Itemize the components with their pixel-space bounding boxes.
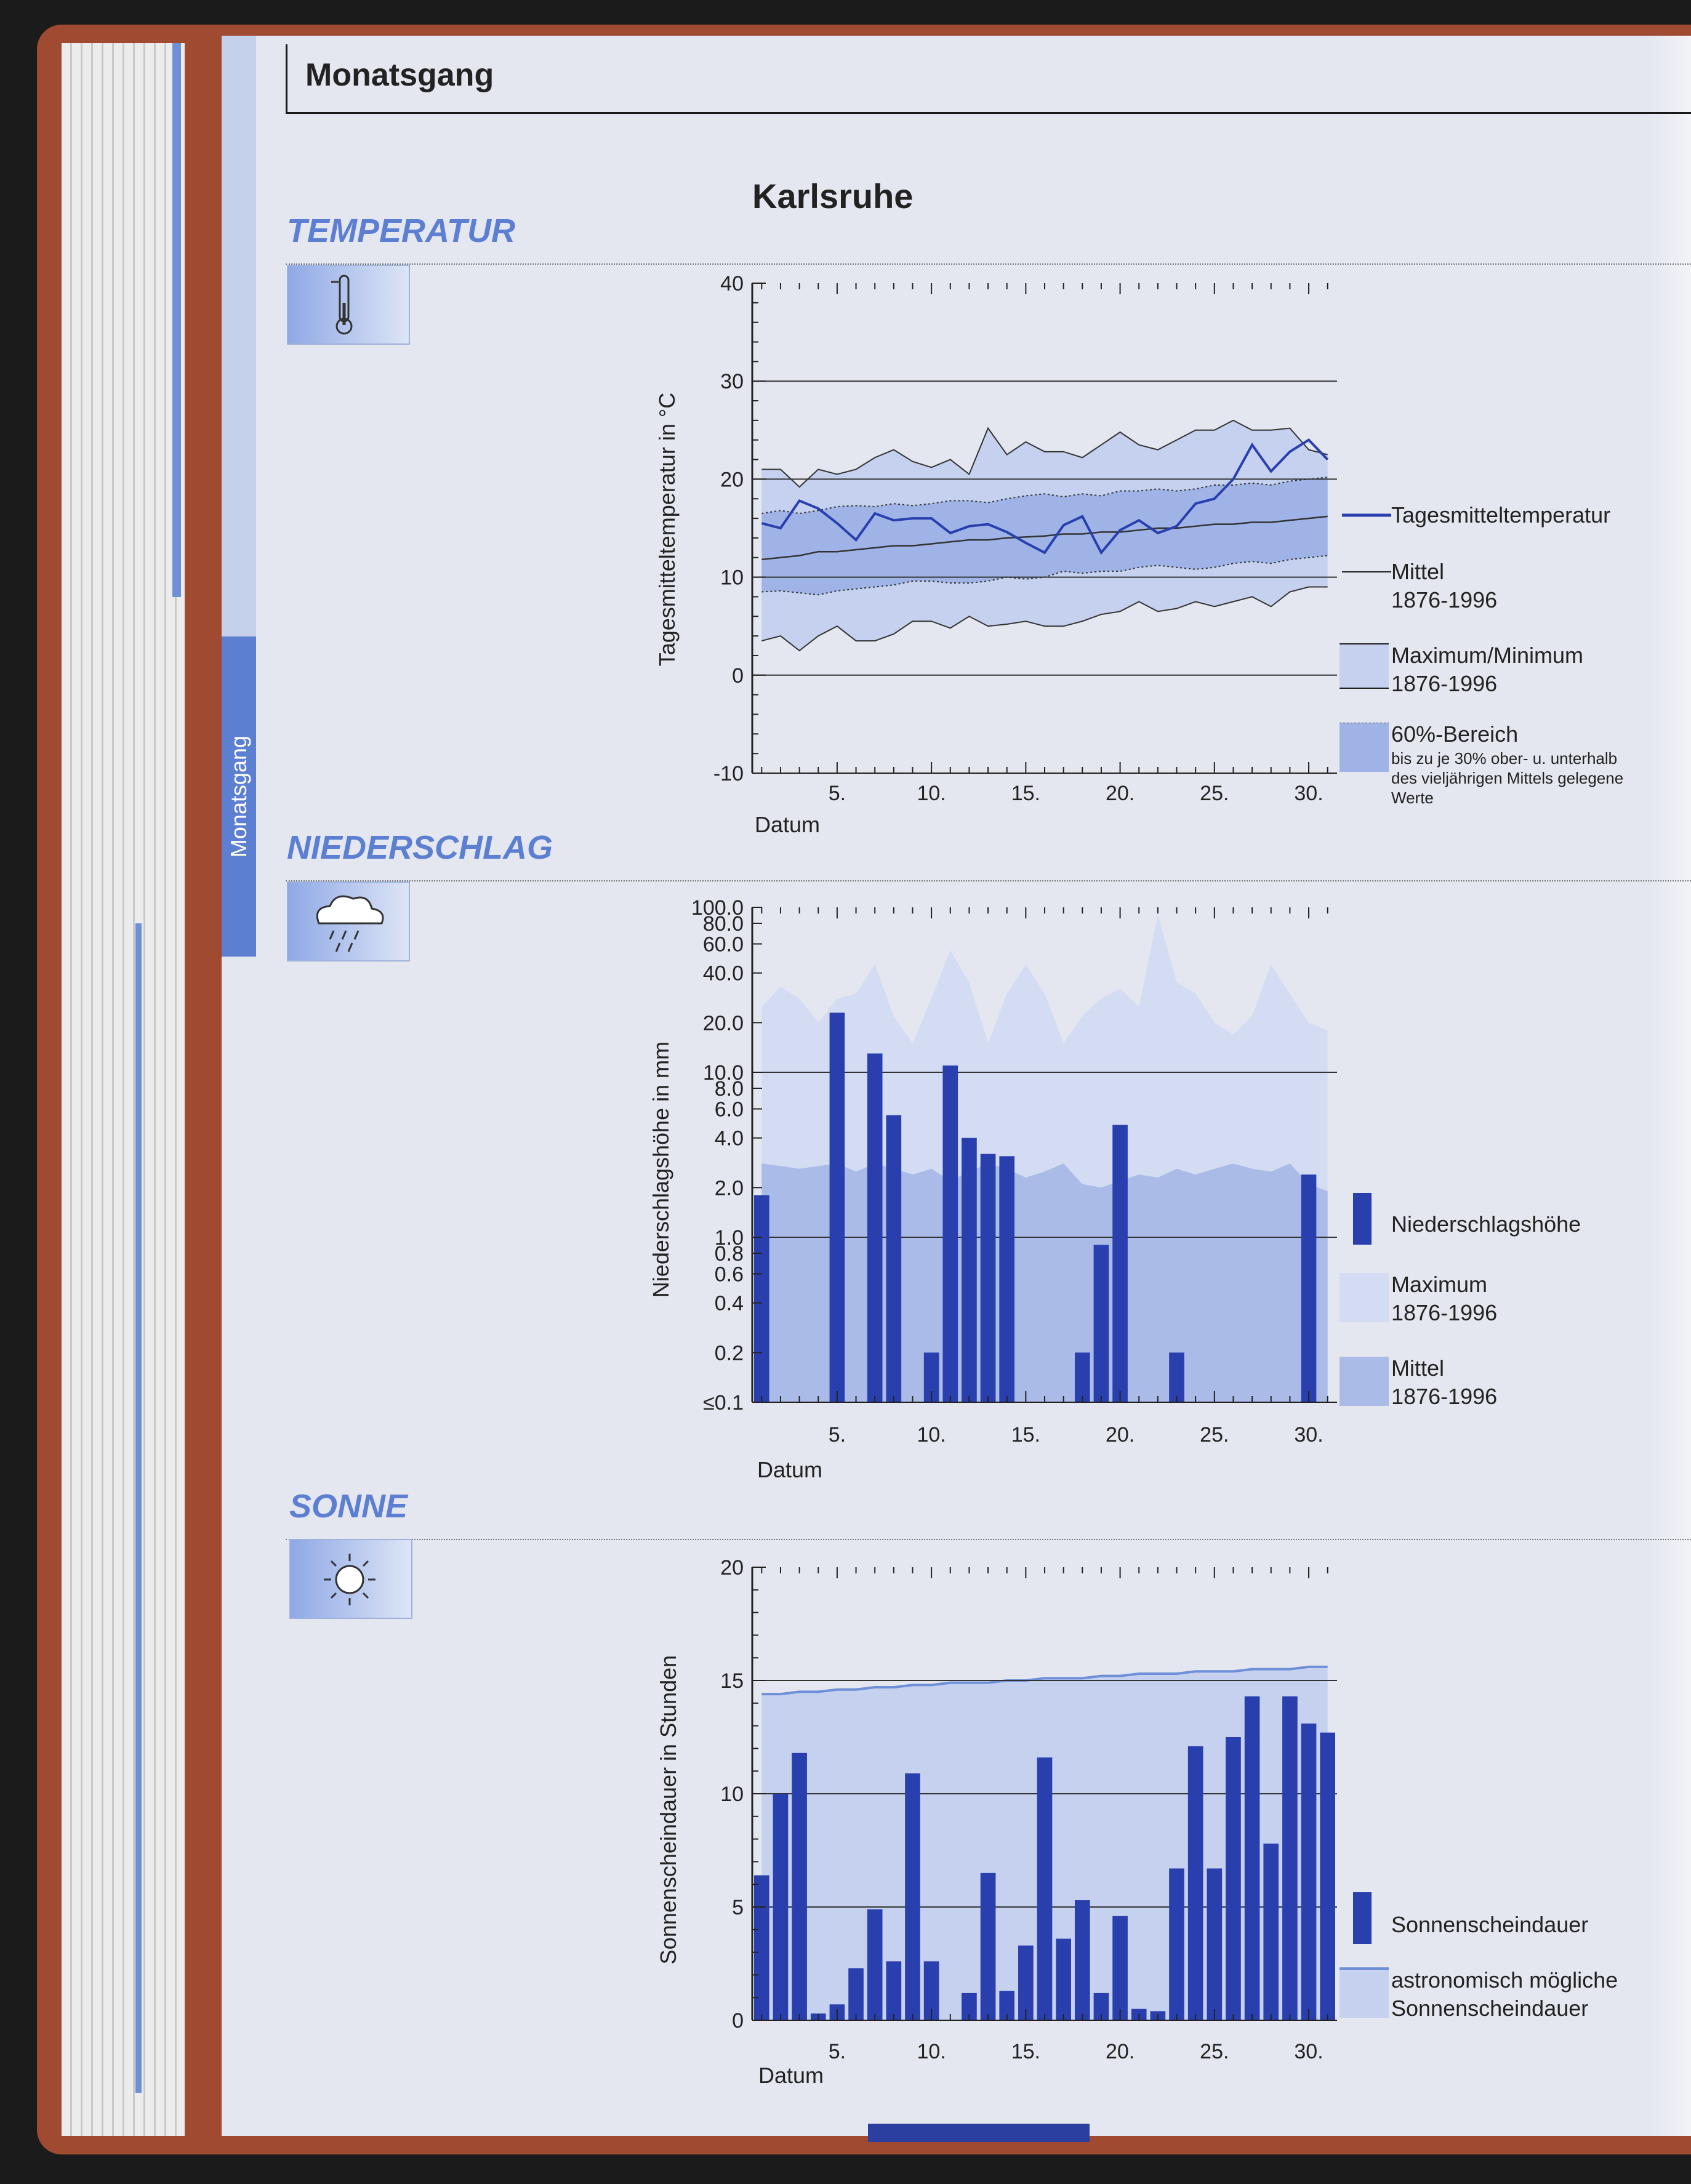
- legend-sub: 1876-1996: [1391, 671, 1498, 696]
- legend-precip-mean: Mittel 1876-1996: [1340, 1354, 1498, 1411]
- side-strip: [222, 36, 256, 636]
- legend-precip-max: Maximum 1876-1996: [1340, 1271, 1498, 1327]
- legend-label: Tagesmitteltemperatur: [1391, 502, 1611, 528]
- section-divider: [286, 880, 1691, 881]
- legend-temperature-daily: Tagesmitteltemperatur: [1342, 501, 1611, 529]
- station-title: Karlsruhe: [752, 177, 914, 215]
- legend-label: 60%-Bereich: [1391, 721, 1519, 747]
- legend-temperature-mean: Mittel 1876-1996: [1342, 558, 1498, 614]
- legend-note: des vieljährigen Mittels gelegene: [1391, 769, 1624, 787]
- legend-label: Sonnenscheindauer: [1391, 1912, 1589, 1937]
- legend-label: Niederschlagshöhe: [1391, 1211, 1581, 1237]
- legend-temperature-maxmin: Maximum/Minimum 1876-1996: [1340, 641, 1584, 698]
- header-rule: [286, 44, 1691, 114]
- register-tab: [135, 923, 142, 2093]
- section-title-sun: SONNE: [289, 1488, 408, 1525]
- page: Monatsgang Monatsgang Karlsruhe TEMPERAT…: [222, 36, 1691, 2142]
- side-tab-label: Monatsgang: [226, 735, 251, 858]
- legend-sub: Sonnenscheindauer: [1391, 1996, 1589, 2021]
- page-title: Monatsgang: [305, 57, 494, 93]
- legend-label: Maximum: [1391, 1272, 1488, 1297]
- legend-note: bis zu je 30% ober- u. unterhalb: [1391, 749, 1618, 768]
- section-divider: [286, 1539, 1691, 1540]
- legend-sun-daily: Sonnenscheindauer: [1353, 1892, 1589, 1944]
- page-gutter: [1648, 36, 1691, 2136]
- legend-temperature-range: 60%-Bereich bis zu je 30% ober- u. unter…: [1340, 720, 1624, 808]
- legend-sub: 1876-1996: [1391, 1300, 1498, 1325]
- legend-label: Mittel: [1391, 559, 1445, 584]
- legend-sun-astro: astronomisch mögliche Sonnenscheindauer: [1340, 1966, 1618, 2023]
- page-footer-bar: [868, 2124, 1090, 2142]
- legend-sub: 1876-1996: [1391, 587, 1498, 612]
- legend-note: Werte: [1391, 789, 1434, 807]
- section-title-temperature: TEMPERATUR: [287, 212, 515, 249]
- rain-cloud-icon: [287, 881, 410, 962]
- page-edges: [62, 43, 185, 2136]
- legend-label: astronomisch mögliche: [1391, 1967, 1618, 1993]
- section-divider: [286, 263, 1691, 265]
- register-tab: [172, 43, 181, 597]
- legend-sub: 1876-1996: [1391, 1384, 1498, 1409]
- side-tab[interactable]: Monatsgang: [222, 636, 256, 957]
- sun-icon: [289, 1539, 412, 1619]
- section-title-precipitation: NIEDERSCHLAG: [287, 829, 553, 866]
- legend-label: Mittel: [1391, 1355, 1445, 1381]
- legend-precip-daily: Niederschlagshöhe: [1353, 1193, 1581, 1245]
- legend-label: Maximum/Minimum: [1391, 643, 1584, 668]
- thermometer-icon: [287, 265, 410, 345]
